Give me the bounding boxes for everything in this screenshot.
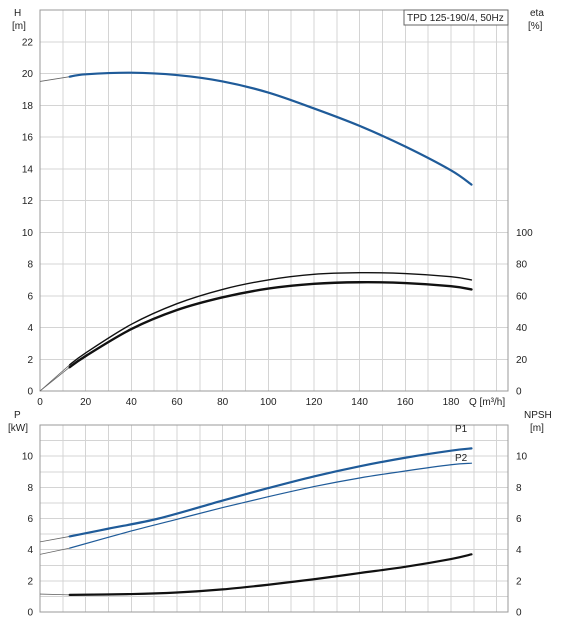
x-tick-label: 0 bbox=[37, 397, 43, 408]
x-tick-label: 100 bbox=[260, 397, 277, 408]
y-axis-label-eta: eta bbox=[530, 8, 544, 19]
y-tick-label-eta: 20 bbox=[516, 355, 528, 366]
y-axis-label-p: P bbox=[14, 410, 21, 421]
y-tick-label-h: 10 bbox=[22, 228, 34, 239]
y-axis-unit-h: [m] bbox=[12, 21, 26, 32]
y-tick-label-npsh: 4 bbox=[516, 545, 522, 556]
efficiency-curve-2 bbox=[68, 281, 473, 369]
y-tick-label-p: 2 bbox=[27, 576, 33, 587]
curve-extension-top bbox=[39, 366, 70, 392]
y-tick-label-h: 0 bbox=[27, 387, 33, 398]
y-tick-label-p: 10 bbox=[22, 452, 34, 463]
y-axis-unit-eta: [%] bbox=[528, 21, 543, 32]
title-box bbox=[403, 9, 509, 26]
y-tick-label-h: 22 bbox=[22, 37, 34, 48]
plot-frame-bottom bbox=[39, 424, 509, 613]
y-tick-label-h: 18 bbox=[22, 101, 34, 112]
y-tick-label-h: 12 bbox=[22, 196, 34, 207]
power-p1-curve bbox=[68, 447, 473, 538]
y-tick-label-eta: 100 bbox=[516, 228, 533, 239]
y-tick-label-eta: 80 bbox=[516, 260, 528, 271]
y-axis-unit-p: [kW] bbox=[8, 423, 28, 434]
x-tick-label: 60 bbox=[171, 397, 183, 408]
y-tick-label-h: 16 bbox=[22, 133, 34, 144]
curve-extension-bottom bbox=[39, 536, 70, 543]
x-axis-label: Q [m³/h] bbox=[469, 397, 505, 408]
y-tick-label-eta: 60 bbox=[516, 291, 528, 302]
y-tick-label-p: 4 bbox=[27, 545, 33, 556]
y-tick-label-h: 6 bbox=[27, 291, 33, 302]
x-tick-label: 140 bbox=[351, 397, 368, 408]
y-axis-label-h: H bbox=[14, 8, 21, 19]
curve-extension-bottom bbox=[39, 593, 70, 596]
y-axis-label-npsh: NPSH bbox=[524, 410, 552, 421]
y-tick-label-h: 20 bbox=[22, 69, 34, 80]
y-tick-label-h: 4 bbox=[27, 323, 33, 334]
x-tick-label: 20 bbox=[80, 397, 92, 408]
npsh-curve bbox=[68, 553, 473, 596]
efficiency-curve-1 bbox=[68, 271, 473, 366]
y-tick-label-eta: 0 bbox=[516, 387, 522, 398]
curve-extension-top bbox=[39, 76, 70, 82]
series-label-p2: P2 bbox=[455, 453, 468, 464]
x-tick-label: 40 bbox=[126, 397, 138, 408]
series-label-p1: P1 bbox=[455, 424, 468, 435]
y-tick-label-npsh: 8 bbox=[516, 483, 522, 494]
plot-frame-top bbox=[39, 9, 509, 392]
x-tick-label: 160 bbox=[397, 397, 414, 408]
y-tick-label-npsh: 10 bbox=[516, 452, 528, 463]
chart-title: TPD 125-190/4, 50Hz bbox=[407, 13, 504, 24]
x-tick-label: 180 bbox=[443, 397, 460, 408]
y-tick-label-eta: 40 bbox=[516, 323, 528, 334]
y-axis-unit-npsh: [m] bbox=[530, 423, 544, 434]
y-tick-label-h: 8 bbox=[27, 260, 33, 271]
curve-extension-bottom bbox=[39, 547, 70, 555]
y-tick-label-p: 0 bbox=[27, 608, 33, 619]
y-tick-label-npsh: 6 bbox=[516, 514, 522, 525]
y-tick-label-h: 2 bbox=[27, 355, 33, 366]
y-tick-label-p: 6 bbox=[27, 514, 33, 525]
x-tick-label: 120 bbox=[306, 397, 323, 408]
x-tick-label: 80 bbox=[217, 397, 229, 408]
y-tick-label-p: 8 bbox=[27, 483, 33, 494]
head-curve bbox=[68, 71, 473, 186]
y-tick-label-h: 14 bbox=[22, 164, 34, 175]
y-tick-label-npsh: 0 bbox=[516, 608, 522, 619]
y-tick-label-npsh: 2 bbox=[516, 576, 522, 587]
power-p2-curve bbox=[69, 462, 473, 549]
